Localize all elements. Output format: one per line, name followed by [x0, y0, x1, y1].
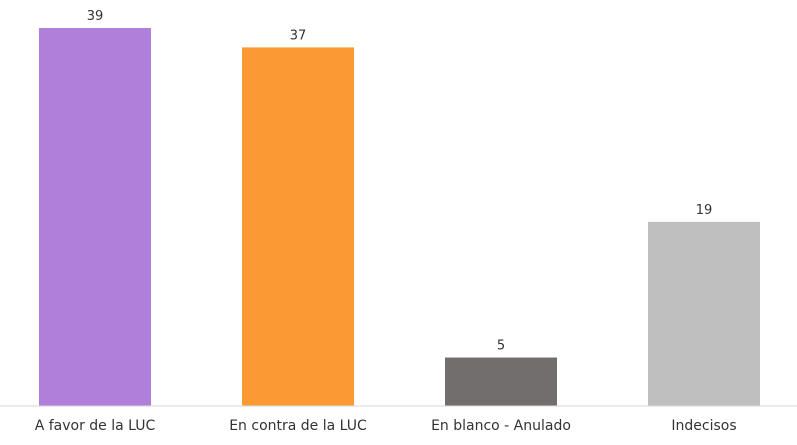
bar-0 — [39, 28, 151, 406]
value-label-1: 37 — [290, 28, 307, 43]
category-label-2: En blanco - Anulado — [431, 418, 571, 434]
bar-2 — [445, 357, 557, 406]
category-label-0: A favor de la LUC — [35, 418, 156, 434]
bar-3 — [648, 221, 760, 406]
category-label-3: Indecisos — [671, 418, 736, 434]
category-labels: A favor de la LUC En contra de la LUC En b… — [35, 418, 737, 434]
bar-1 — [242, 47, 354, 407]
category-label-1: En contra de la LUC — [229, 418, 367, 434]
value-label-0: 39 — [87, 9, 104, 24]
value-label-3: 19 — [696, 203, 713, 218]
bars — [39, 28, 760, 407]
value-label-2: 5 — [497, 339, 505, 354]
value-labels: 39 37 5 19 — [87, 9, 713, 354]
